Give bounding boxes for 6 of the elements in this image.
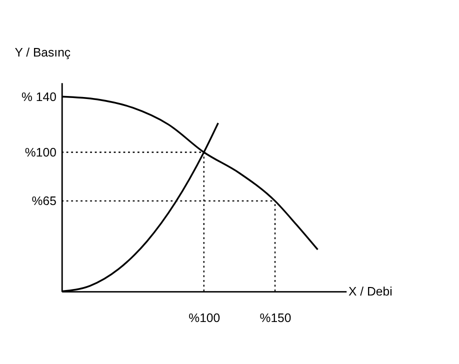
y-axis-title: Y / Basınç	[14, 46, 71, 60]
x-tick-label: %150	[260, 311, 292, 326]
y-tick-label: %65	[32, 194, 57, 208]
x-axis-title: X / Debi	[348, 284, 392, 299]
y-tick-label: % 140	[22, 90, 57, 104]
y-tick-label: %100	[24, 146, 57, 160]
